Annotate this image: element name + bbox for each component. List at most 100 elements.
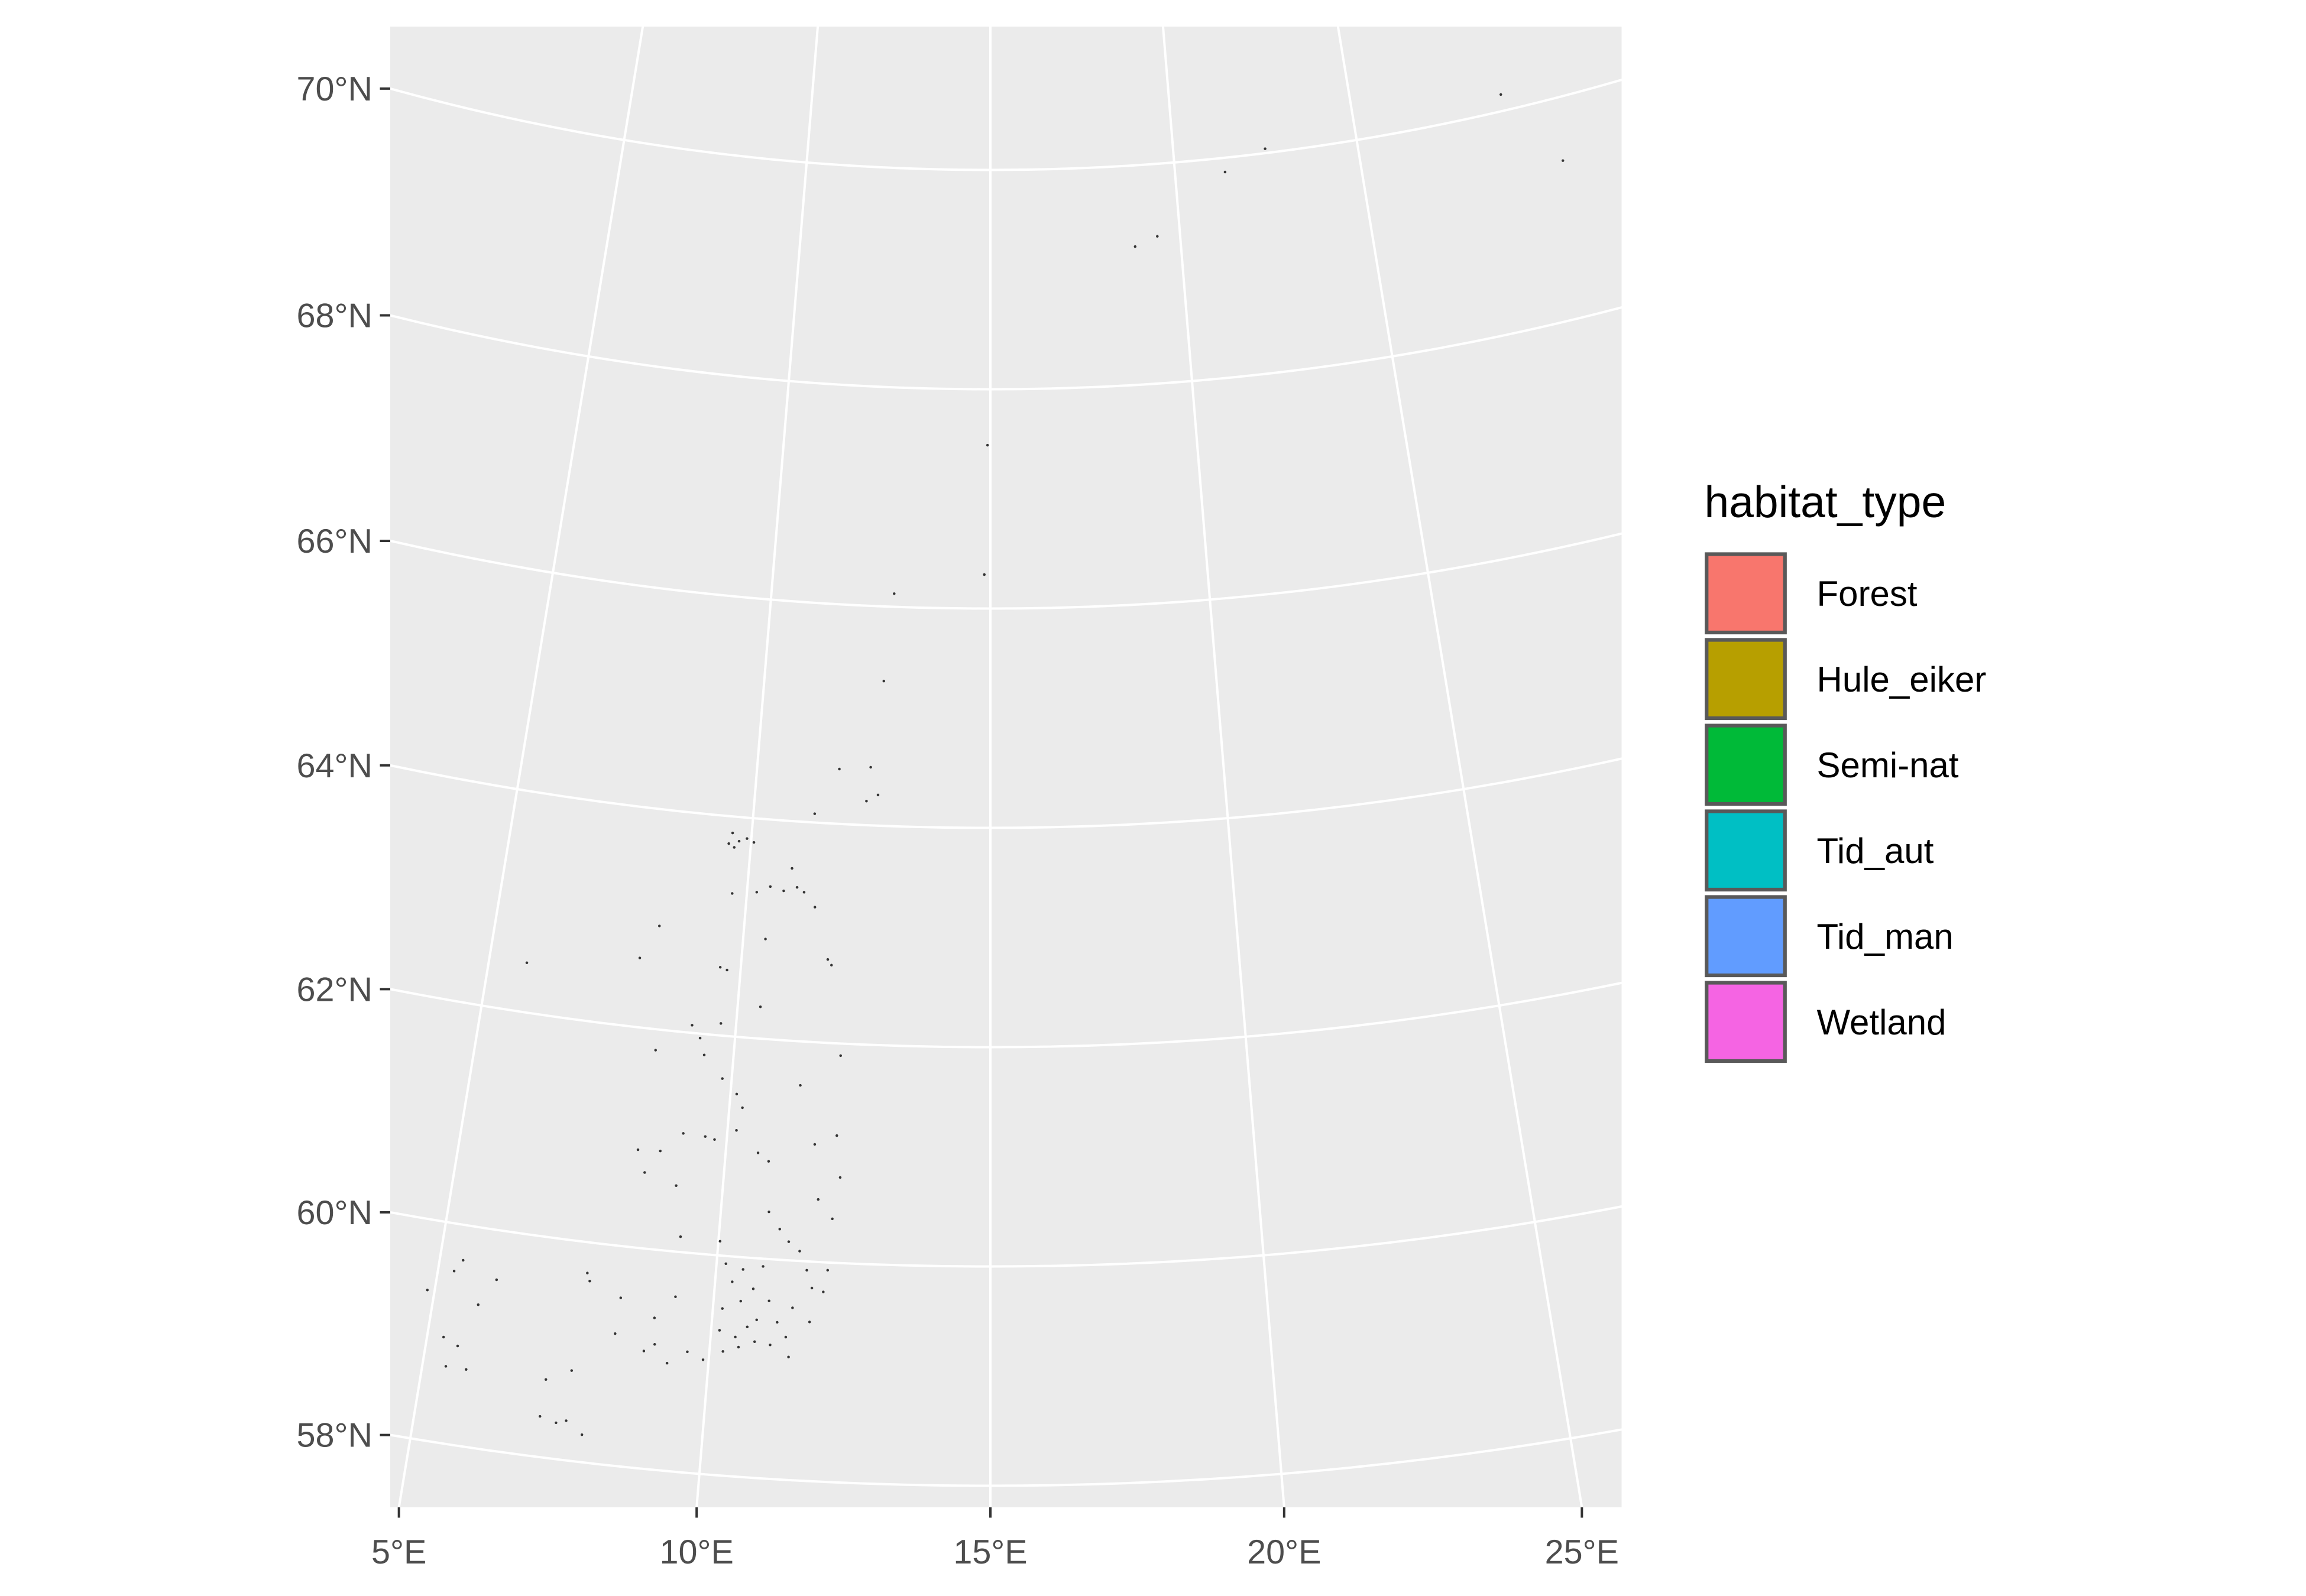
site-point bbox=[826, 1269, 830, 1272]
site-point bbox=[813, 1143, 817, 1146]
site-point bbox=[442, 1335, 445, 1339]
site-point bbox=[555, 1421, 558, 1425]
site-point bbox=[778, 1227, 781, 1231]
site-point bbox=[876, 793, 880, 797]
site-point bbox=[798, 1250, 801, 1253]
parallel bbox=[390, 305, 1622, 390]
site-point bbox=[755, 1318, 758, 1322]
site-point bbox=[691, 1024, 694, 1027]
site-point bbox=[791, 867, 794, 870]
legend-key bbox=[1705, 724, 1787, 806]
site-point bbox=[752, 1287, 755, 1290]
y-tick-label: 70°N bbox=[297, 70, 373, 108]
site-point bbox=[735, 1092, 739, 1096]
site-point bbox=[544, 1378, 548, 1381]
site-point bbox=[826, 958, 830, 961]
site-point bbox=[495, 1278, 498, 1282]
site-point bbox=[769, 1343, 772, 1347]
site-point bbox=[1133, 245, 1137, 248]
site-point bbox=[538, 1415, 542, 1418]
site-point bbox=[721, 1307, 724, 1310]
site-point bbox=[1264, 147, 1267, 150]
site-point bbox=[733, 846, 736, 849]
site-point bbox=[737, 839, 741, 843]
site-point bbox=[741, 1268, 744, 1271]
legend-label: Tid_man bbox=[1817, 917, 1954, 956]
parallel bbox=[390, 757, 1622, 829]
site-point bbox=[838, 767, 841, 771]
site-point bbox=[734, 1335, 737, 1339]
site-point bbox=[426, 1289, 429, 1292]
x-tick-label: 25°E bbox=[1545, 1533, 1619, 1571]
site-point bbox=[1223, 170, 1227, 174]
site-point bbox=[462, 1258, 465, 1262]
site-point bbox=[477, 1303, 480, 1306]
parallel bbox=[390, 1428, 1622, 1486]
parallel bbox=[390, 77, 1622, 171]
site-point bbox=[986, 443, 989, 447]
x-tick-label: 10°E bbox=[660, 1533, 734, 1571]
site-point bbox=[802, 891, 806, 894]
legend-label: Hule_eiker bbox=[1817, 660, 1987, 699]
meridian bbox=[695, 27, 820, 1507]
site-point bbox=[654, 1049, 657, 1052]
site-point bbox=[643, 1171, 646, 1174]
site-point bbox=[588, 1279, 591, 1283]
site-point bbox=[1499, 93, 1502, 96]
site-point bbox=[580, 1433, 584, 1436]
site-point bbox=[776, 1321, 779, 1324]
site-point bbox=[636, 1148, 640, 1151]
site-point bbox=[764, 938, 767, 940]
site-point bbox=[614, 1332, 617, 1335]
parallel bbox=[390, 1204, 1622, 1267]
site-point bbox=[619, 1296, 623, 1299]
site-point bbox=[839, 1054, 842, 1057]
site-point bbox=[674, 1295, 677, 1299]
site-point bbox=[586, 1271, 589, 1274]
y-tick-label: 68°N bbox=[297, 297, 373, 335]
site-point bbox=[746, 1325, 749, 1328]
site-point bbox=[813, 906, 817, 909]
site-point bbox=[653, 1343, 656, 1346]
legend-key bbox=[1705, 895, 1787, 978]
legend-label: Forest bbox=[1817, 574, 1918, 614]
legend-title: habitat_type bbox=[1705, 477, 1947, 527]
site-point bbox=[724, 1262, 727, 1266]
legend-key bbox=[1705, 638, 1787, 721]
legend-key bbox=[1705, 552, 1787, 635]
site-point bbox=[665, 1361, 669, 1365]
site-point bbox=[731, 831, 734, 835]
site-point bbox=[444, 1365, 448, 1368]
x-tick-label: 20°E bbox=[1247, 1533, 1321, 1571]
site-point bbox=[737, 1345, 740, 1349]
site-point bbox=[653, 1316, 656, 1319]
legend-label: Semi-nat bbox=[1817, 745, 1959, 785]
site-point bbox=[893, 592, 896, 595]
site-point bbox=[795, 885, 799, 889]
site-point bbox=[658, 924, 661, 927]
site-point bbox=[702, 1053, 706, 1056]
site-point bbox=[835, 1134, 838, 1137]
site-point bbox=[456, 1344, 459, 1348]
site-point bbox=[767, 1160, 770, 1163]
meridian bbox=[397, 27, 644, 1507]
x-tick-label: 15°E bbox=[953, 1533, 1027, 1571]
site-point bbox=[452, 1270, 456, 1273]
site-point bbox=[787, 1240, 791, 1243]
site-point bbox=[713, 1138, 716, 1141]
site-point bbox=[759, 1005, 762, 1008]
site-point bbox=[718, 966, 722, 969]
site-point bbox=[721, 1350, 724, 1353]
panel-background bbox=[390, 27, 1622, 1507]
site-point bbox=[719, 1022, 723, 1025]
site-point bbox=[838, 1176, 842, 1179]
site-point bbox=[741, 1106, 744, 1110]
site-point bbox=[753, 1340, 756, 1344]
site-point bbox=[570, 1369, 574, 1372]
site-point bbox=[721, 1077, 724, 1080]
axes: 5°E 10°E 15°E 20°E 25°E 58°N 60°N 62°N 64°N 66°N 6… bbox=[297, 70, 1619, 1571]
site-point bbox=[817, 1198, 820, 1201]
